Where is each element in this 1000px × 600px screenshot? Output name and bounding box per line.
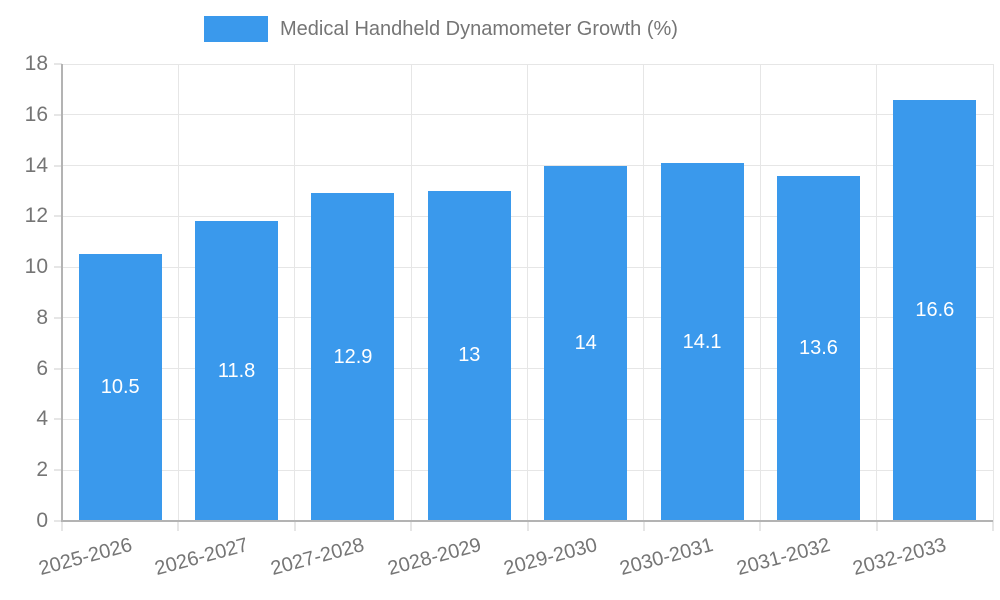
y-axis-tick [54, 113, 62, 116]
y-axis-tick [54, 215, 62, 218]
bar-value-label: 13 [458, 344, 481, 367]
y-axis-tick-label: 12 [24, 204, 48, 228]
gridline-vertical [177, 64, 179, 521]
gridline-vertical [294, 64, 296, 521]
y-axis-tick [54, 418, 62, 421]
gridline-vertical [876, 64, 878, 521]
bar-value-label: 12.9 [333, 345, 373, 368]
x-axis-tick [642, 521, 645, 531]
y-axis-tick-label: 10 [24, 255, 48, 279]
y-axis-tick [54, 63, 62, 65]
x-axis-tick [526, 521, 529, 531]
y-axis-tick [54, 316, 62, 319]
bar[interactable]: 13 [427, 190, 511, 521]
y-axis-tick-label: 2 [36, 458, 48, 482]
y-axis-tick [54, 520, 62, 522]
x-axis-line [62, 520, 993, 522]
bar-value-label: 13.6 [798, 336, 838, 359]
x-axis-tick-label: 2028-2029 [385, 533, 484, 580]
y-axis-tick [54, 469, 62, 472]
x-axis-tick-label: 2025-2026 [36, 533, 135, 580]
x-axis-tick [875, 521, 878, 531]
y-axis-tick-label: 0 [36, 509, 48, 532]
y-axis-tick-label: 8 [36, 305, 48, 329]
y-axis-tick-label: 4 [36, 407, 48, 431]
bar[interactable]: 14.1 [660, 163, 744, 521]
bar[interactable]: 16.6 [893, 99, 977, 521]
bar[interactable]: 12.9 [311, 193, 395, 521]
gridline-vertical [410, 64, 412, 521]
gridline-vertical [759, 64, 761, 521]
bar-value-label: 14.1 [682, 330, 722, 353]
bar-value-label: 10.5 [100, 376, 140, 399]
x-axis-tick-label: 2026-2027 [152, 533, 251, 580]
legend[interactable]: Medical Handheld Dynamometer Growth (%) [204, 16, 678, 42]
x-axis-tick-label: 2027-2028 [268, 533, 367, 580]
chart-title: Medical Handheld Dynamometer Growth (%) [280, 17, 678, 40]
bar-value-label: 14 [574, 331, 597, 354]
y-axis-tick [54, 164, 62, 167]
x-axis-tick [759, 521, 762, 531]
x-axis-tick [177, 521, 180, 531]
bar-value-label: 16.6 [915, 298, 955, 321]
x-axis-tick-label: 2030-2031 [617, 533, 717, 580]
bar-value-label: 11.8 [217, 359, 256, 382]
y-axis-tick [54, 266, 62, 269]
legend-swatch-icon [204, 16, 268, 42]
gridline-vertical [527, 64, 528, 521]
y-axis-tick-label: 18 [24, 52, 48, 75]
bar[interactable]: 10.5 [78, 254, 162, 521]
bar[interactable]: 14 [544, 165, 628, 521]
x-axis-tick [992, 521, 994, 531]
y-axis-tick-label: 16 [24, 102, 48, 126]
x-axis-tick [61, 521, 63, 531]
x-axis-tick-label: 2032-2033 [850, 533, 949, 580]
x-axis-tick [293, 521, 296, 531]
x-axis-tick [410, 521, 413, 531]
gridline-vertical [643, 64, 645, 521]
y-axis-tick-label: 14 [24, 153, 48, 177]
bar[interactable]: 11.8 [195, 221, 279, 521]
x-axis-tick-label: 2029-2030 [501, 533, 600, 580]
y-axis-line [61, 64, 63, 522]
bar[interactable]: 13.6 [776, 175, 860, 521]
gridline-vertical [992, 64, 994, 521]
x-axis-tick-label: 2031-2032 [734, 533, 833, 580]
y-axis-tick [54, 367, 62, 370]
y-axis-tick-label: 6 [36, 356, 48, 380]
